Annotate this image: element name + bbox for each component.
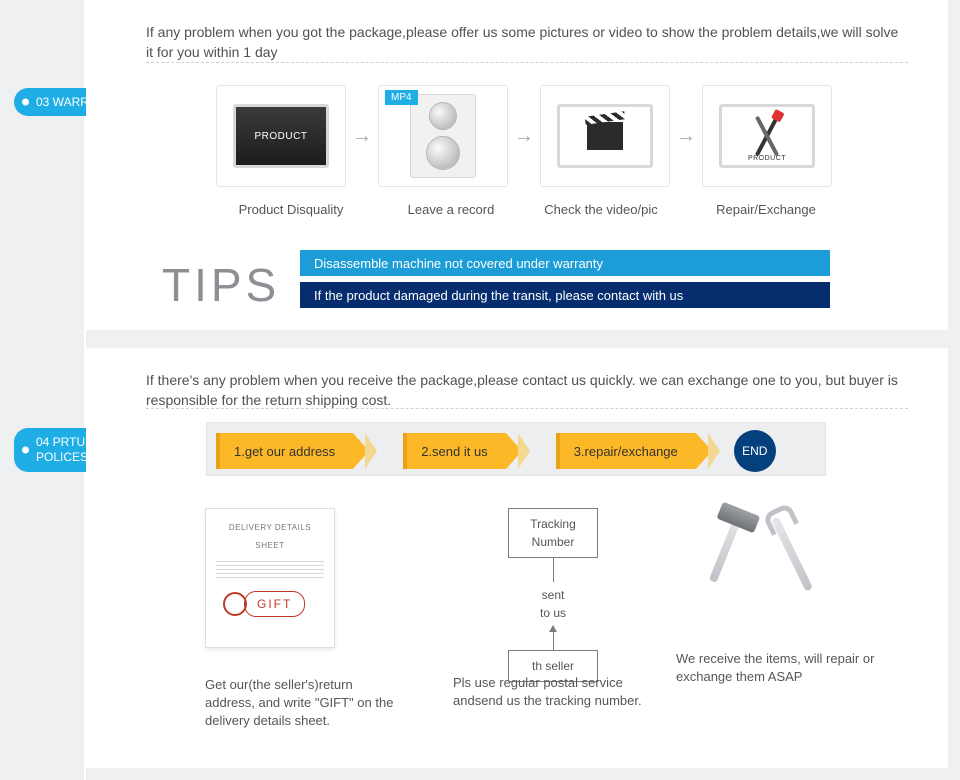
step-label: 3.repair/exchange (556, 433, 696, 469)
flow-card-check (540, 85, 670, 187)
tools-big-icon (696, 508, 816, 608)
step-2: 2.send it us (403, 433, 530, 469)
mp4-tag: MP4 (385, 90, 418, 105)
warranty-flow: PRODUCT → MP4 → → PRODUCT (216, 85, 832, 187)
product-thumb: PRODUCT (233, 104, 329, 168)
tip-bar-2: If the product damaged during the transi… (300, 282, 830, 308)
flow-caption: Check the video/pic (526, 202, 676, 217)
clapper-icon (557, 104, 653, 168)
returns-intro: If there's any problem when you receive … (146, 370, 906, 410)
tip-bar-1: Disassemble machine not covered under wa… (300, 250, 830, 276)
col-text: Pls use regular postal service andsend u… (453, 674, 653, 710)
step-1: 1.get our address (216, 433, 377, 469)
gift-tag: GIFT (244, 591, 305, 617)
tools-icon: PRODUCT (719, 104, 815, 168)
tracking-box: Tracking Number (508, 508, 598, 558)
flow-card-disquality: PRODUCT (216, 85, 346, 187)
divider (146, 62, 908, 63)
panel-returns: If there's any problem when you receive … (86, 348, 948, 768)
arrow-icon: → (676, 125, 696, 148)
speaker-icon (410, 94, 476, 178)
step-label: 2.send it us (403, 433, 506, 469)
sent-label: sent to us (453, 586, 653, 622)
col-text: We receive the items, will repair or exc… (676, 650, 876, 686)
sheet-icon: DELIVERY DETAILS SHEET GIFT (205, 508, 335, 648)
divider (146, 408, 908, 409)
flow-caption: Repair/Exchange (691, 202, 841, 217)
steps-row: 1.get our address 2.send it us 3.repair/… (216, 430, 776, 472)
sheet-title: DELIVERY DETAILS SHEET (216, 519, 324, 555)
col-get-address: DELIVERY DETAILS SHEET GIFT Get our(the … (205, 508, 405, 730)
col-text: Get our(the seller's)return address, and… (205, 676, 405, 730)
flow-caption: Leave a record (386, 202, 516, 217)
warranty-intro: If any problem when you got the package,… (146, 22, 906, 62)
arrow-icon: → (514, 125, 534, 148)
step-end: END (734, 430, 776, 472)
col-tracking: Tracking Number sent to us th seller Pls… (453, 508, 653, 710)
flow-card-record: MP4 (378, 85, 508, 187)
panel-warranty: If any problem when you got the package,… (86, 0, 948, 330)
tips-title: TIPS (162, 258, 280, 312)
step-label: 1.get our address (216, 433, 353, 469)
step-3: 3.repair/exchange (556, 433, 720, 469)
col-receive: We receive the items, will repair or exc… (676, 508, 876, 686)
arrow-icon: → (352, 125, 372, 148)
flow-caption: Product Disquality (226, 202, 356, 217)
product-word: PRODUCT (255, 131, 308, 142)
flow-card-repair: PRODUCT (702, 85, 832, 187)
product-word: PRODUCT (748, 155, 786, 162)
